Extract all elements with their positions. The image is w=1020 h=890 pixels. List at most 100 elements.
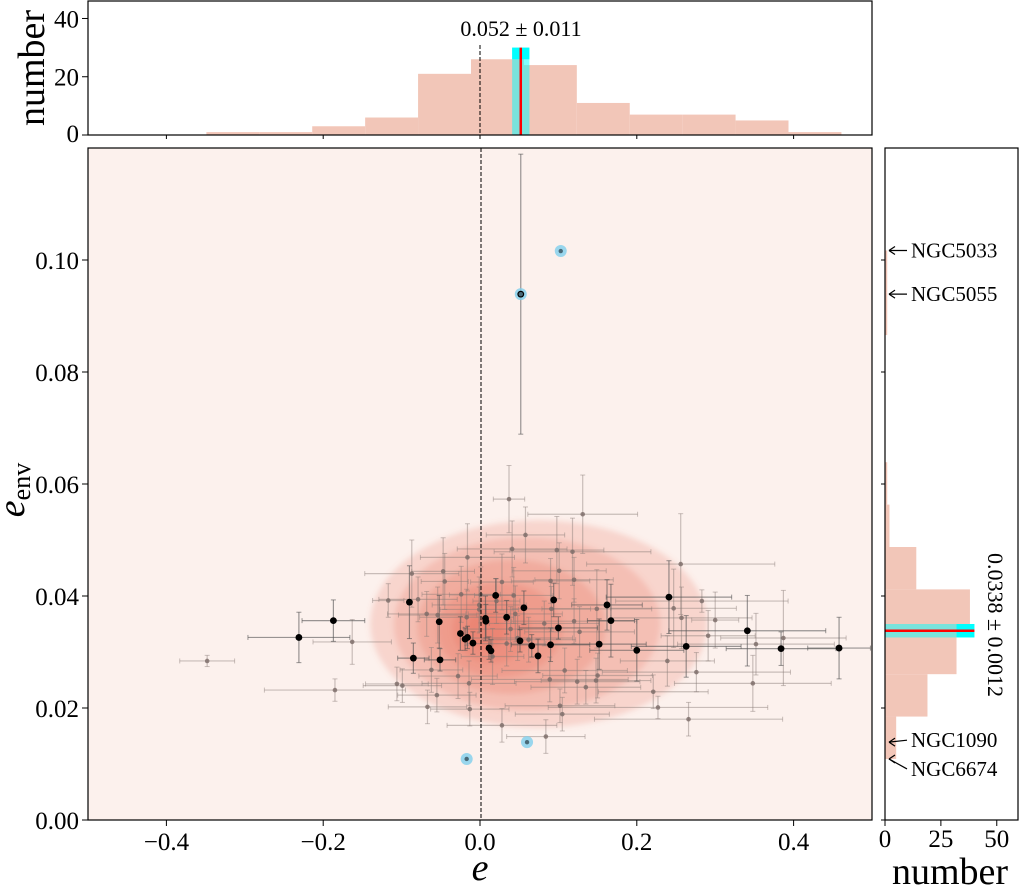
gray-data-point bbox=[415, 597, 421, 602]
gray-data-point bbox=[332, 687, 338, 693]
gray-data-point bbox=[594, 606, 600, 612]
main-scatter-panel: −0.4 −0.2 0.0 0.2 0.4 0.00 0.02 0.04 0.06 0.08 0.1… bbox=[0, 147, 873, 889]
gray-data-point bbox=[429, 667, 434, 673]
top-histogram-bar bbox=[206, 132, 260, 135]
gray-data-point bbox=[679, 615, 684, 621]
highlighted-point-ngc1090 bbox=[524, 739, 530, 745]
top-y-tick-label: 20 bbox=[54, 65, 79, 92]
right-histogram-bar bbox=[885, 250, 888, 293]
gray-data-point bbox=[424, 611, 429, 617]
gray-data-point bbox=[506, 496, 512, 502]
gray-data-point bbox=[467, 706, 473, 712]
top-histogram-ylabel: number bbox=[11, 10, 53, 126]
gray-data-point bbox=[655, 705, 661, 710]
top-histogram-bar bbox=[418, 73, 471, 135]
gray-data-point bbox=[499, 579, 505, 585]
black-data-point bbox=[435, 618, 443, 626]
right-histogram-ticks: 0 25 50 bbox=[879, 259, 1009, 853]
gray-data-point bbox=[699, 598, 705, 604]
gray-data-point bbox=[512, 611, 518, 617]
gray-data-point bbox=[400, 683, 405, 688]
galaxy-annotations: NGC5033 NGC5055 NGC1090 NGC6674 bbox=[888, 238, 998, 781]
gray-data-point bbox=[556, 568, 562, 574]
right-x-tick-label: 0 bbox=[879, 826, 892, 853]
top-histogram-bar bbox=[735, 120, 789, 135]
gray-data-point bbox=[465, 555, 470, 560]
gray-data-point bbox=[526, 637, 531, 642]
right-histogram-bar bbox=[885, 716, 897, 759]
gray-data-point bbox=[554, 547, 560, 553]
x-tick-label: 0.4 bbox=[778, 829, 810, 856]
top-histogram-ticks: 0 20 40 bbox=[54, 6, 795, 148]
gray-data-point bbox=[435, 612, 440, 618]
black-data-point bbox=[555, 624, 562, 632]
gray-data-point bbox=[509, 546, 515, 552]
black-data-point bbox=[329, 617, 337, 625]
gray-data-point bbox=[547, 677, 553, 682]
top-y-tick-label: 0 bbox=[67, 121, 80, 148]
top-histogram-bar bbox=[629, 114, 683, 135]
main-axes-ticks: −0.4 −0.2 0.0 0.2 0.4 0.00 0.02 0.04 0.06 0.08 0.1… bbox=[35, 248, 809, 856]
gray-data-point bbox=[476, 602, 482, 608]
right-histogram-bar bbox=[885, 631, 957, 675]
arrowhead-icon bbox=[888, 289, 896, 299]
black-data-point bbox=[607, 617, 615, 625]
top-mean-label: 0.052 ± 0.011 bbox=[460, 16, 581, 41]
highlighted-point-ngc5055 bbox=[518, 291, 523, 297]
gray-data-point bbox=[394, 681, 400, 687]
black-data-point bbox=[487, 647, 495, 655]
right-mean-label: 0.0338 ± 0.0012 bbox=[983, 553, 1008, 697]
gray-data-point bbox=[455, 673, 461, 679]
x-tick-label: −0.4 bbox=[144, 829, 190, 856]
black-data-point bbox=[492, 592, 500, 599]
gray-data-point bbox=[686, 716, 691, 722]
y-tick-label: 0.00 bbox=[35, 808, 79, 835]
black-data-point bbox=[457, 630, 464, 637]
black-data-point bbox=[464, 634, 471, 641]
black-data-point bbox=[547, 641, 554, 649]
gray-data-point bbox=[511, 593, 517, 598]
black-data-point bbox=[520, 604, 528, 612]
y-axis-label-subscript: env bbox=[7, 463, 36, 501]
right-histogram-bar bbox=[885, 462, 888, 505]
annotation-label-ngc1090: NGC1090 bbox=[911, 728, 997, 752]
gray-data-point bbox=[442, 579, 448, 584]
top-histogram-bar bbox=[576, 102, 630, 135]
top-histogram-bars bbox=[206, 45, 842, 136]
gray-data-point bbox=[650, 689, 656, 695]
gray-data-point bbox=[434, 692, 440, 698]
y-axis-label-main: e bbox=[0, 500, 33, 517]
right-x-tick-label: 50 bbox=[984, 826, 1009, 853]
gray-data-point bbox=[385, 598, 391, 603]
arrowhead-icon bbox=[888, 754, 896, 764]
gray-data-point bbox=[694, 669, 699, 675]
gray-data-point bbox=[458, 592, 464, 597]
gray-data-point bbox=[541, 621, 547, 626]
black-data-point bbox=[295, 634, 303, 641]
x-tick-label: 0.2 bbox=[621, 829, 652, 856]
top-histogram-bar bbox=[259, 132, 313, 135]
black-data-point bbox=[482, 617, 490, 625]
gray-data-point bbox=[409, 571, 415, 576]
gray-data-point bbox=[440, 569, 446, 574]
black-data-point bbox=[665, 593, 673, 601]
black-data-point bbox=[777, 645, 785, 653]
gray-data-point bbox=[549, 606, 554, 612]
black-data-point bbox=[436, 656, 444, 664]
black-data-point bbox=[633, 646, 641, 654]
highlighted-point-ngc5033 bbox=[558, 248, 563, 254]
gray-data-point bbox=[570, 549, 575, 555]
right-histogram-bars bbox=[885, 250, 975, 759]
gray-data-point bbox=[678, 561, 684, 567]
gray-data-point bbox=[705, 633, 711, 639]
gray-data-point bbox=[490, 654, 495, 659]
top-histogram-bar bbox=[523, 65, 577, 135]
gray-data-point bbox=[562, 668, 567, 673]
gray-data-point bbox=[476, 607, 482, 612]
black-data-point bbox=[682, 643, 690, 650]
black-data-point bbox=[469, 639, 477, 647]
right-histogram-xlabel: number bbox=[892, 851, 1008, 885]
y-tick-label: 0.10 bbox=[35, 248, 79, 275]
